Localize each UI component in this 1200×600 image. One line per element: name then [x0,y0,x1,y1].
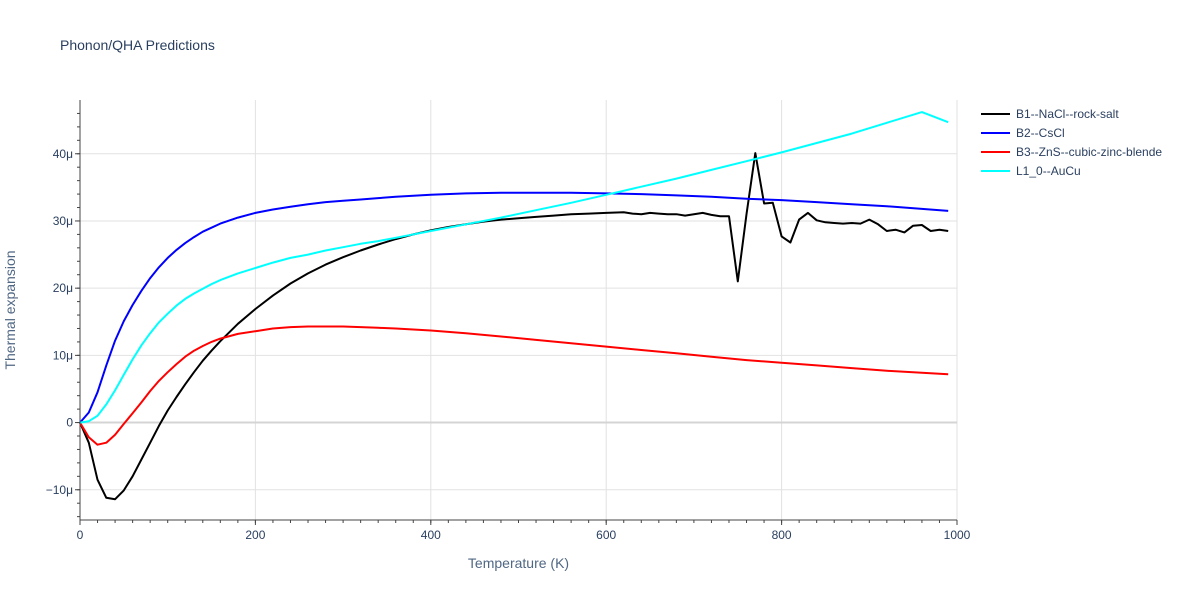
x-axis-title: Temperature (K) [468,555,569,571]
x-tick-label: 400 [421,528,441,542]
x-tick-label: 1000 [944,528,971,542]
y-tick-label: 0 [66,416,73,430]
series-line-B2--CsCl [79,191,949,424]
tick-labels: 0 200 400 600 800 1000 −10μ 0 10μ 20μ 30μ 40μ [46,147,971,542]
y-tick-label: 40μ [53,147,73,161]
x-tick-label: 800 [772,528,792,542]
grid [80,100,958,520]
series-line-B3--ZnS--cubic-zinc-blende [79,325,949,446]
series-line-L1_0--AuCu [79,111,949,424]
legend-label: B3--ZnS--cubic-zinc-blende [1016,145,1162,159]
y-axis-title: Thermal expansion [2,250,18,369]
series-layer [79,111,949,501]
legend-label: L1_0--AuCu [1016,164,1081,178]
x-tick-label: 0 [77,528,84,542]
y-tick-label: −10μ [46,483,73,497]
x-tick-label: 200 [245,528,265,542]
series-line-B1--NaCl--rock-salt [79,152,949,501]
legend: B1--NaCl--rock-salt B2--CsCl B3--ZnS--cubi… [981,107,1162,178]
legend-label: B1--NaCl--rock-salt [1016,107,1119,121]
y-tick-label: 20μ [53,281,73,295]
axes [75,100,958,525]
x-tick-label: 600 [596,528,616,542]
y-tick-label: 30μ [53,214,73,228]
chart-title: Phonon/QHA Predictions [60,37,215,53]
legend-label: B2--CsCl [1016,126,1065,140]
y-tick-label: 10μ [53,348,73,362]
